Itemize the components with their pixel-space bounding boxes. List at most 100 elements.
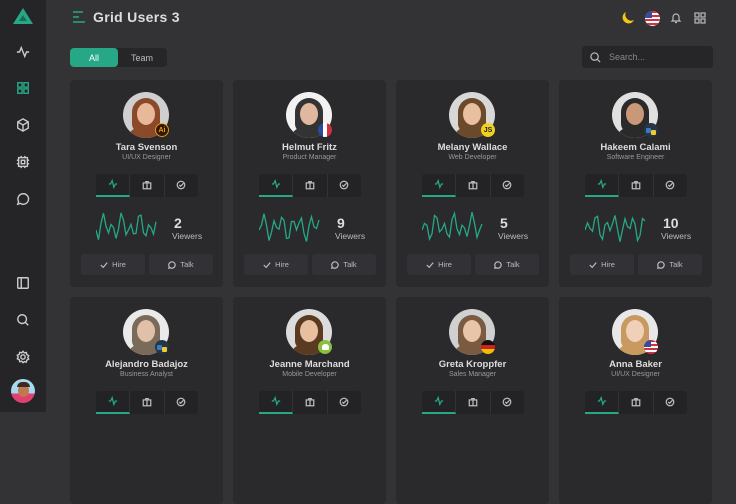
tab-tasks[interactable]: [654, 391, 687, 414]
tab-portfolio[interactable]: [619, 174, 654, 197]
hire-label: Hire: [601, 260, 615, 269]
hire-button[interactable]: Hire: [407, 254, 471, 275]
tab-portfolio[interactable]: [619, 391, 654, 414]
menu-icon[interactable]: [72, 11, 86, 23]
hire-label: Hire: [438, 260, 452, 269]
activity-icon: [597, 393, 607, 411]
viewers-sparkline: [96, 212, 157, 240]
tab-tasks[interactable]: [328, 391, 361, 414]
user-avatar[interactable]: [449, 92, 495, 138]
tab-tasks[interactable]: [165, 391, 198, 414]
activity-icon: [108, 176, 118, 194]
gear-icon[interactable]: [13, 347, 33, 367]
chip-icon[interactable]: [13, 152, 33, 172]
sidebar: [0, 0, 46, 412]
check-circle-icon: [339, 177, 349, 195]
card-tabs: [96, 391, 198, 414]
activity-icon: [597, 176, 607, 194]
filter-all[interactable]: All: [70, 48, 118, 67]
filter-segmented-control: All Team: [70, 48, 167, 67]
viewers-count: 9: [337, 215, 345, 231]
moon-icon[interactable]: [620, 10, 636, 26]
tab-activity[interactable]: [259, 174, 294, 197]
tab-activity[interactable]: [585, 391, 620, 414]
filter-team[interactable]: Team: [130, 52, 153, 63]
user-card: Jeanne Marchand Mobile Developer: [233, 297, 386, 504]
briefcase-icon: [142, 177, 152, 195]
skill-badge-icon: [318, 340, 332, 354]
bell-icon[interactable]: [668, 10, 684, 26]
user-avatar[interactable]: [612, 309, 658, 355]
chat-icon: [168, 260, 177, 269]
sidebar-toggle-icon[interactable]: [13, 273, 33, 293]
viewers-label: Viewers: [172, 231, 203, 241]
hire-button[interactable]: Hire: [81, 254, 145, 275]
tab-activity[interactable]: [96, 391, 131, 414]
activity-icon[interactable]: [13, 42, 33, 62]
activity-icon: [271, 176, 281, 194]
tab-portfolio[interactable]: [130, 174, 165, 197]
skill-badge-icon: [155, 340, 169, 354]
talk-button[interactable]: Talk: [638, 254, 702, 275]
sparkline-path: [259, 213, 320, 242]
search-icon[interactable]: [13, 310, 33, 330]
us-flag-icon[interactable]: [644, 10, 660, 26]
viewers-label: Viewers: [335, 231, 366, 241]
talk-label: Talk: [343, 260, 357, 269]
user-card: Alejandro Badajoz Business Analyst: [70, 297, 223, 504]
card-tabs: [585, 391, 687, 414]
check-circle-icon: [339, 394, 349, 412]
search-input[interactable]: [609, 52, 709, 62]
tab-activity[interactable]: [96, 174, 131, 197]
briefcase-icon: [468, 177, 478, 195]
card-tabs: [259, 391, 361, 414]
talk-button[interactable]: Talk: [475, 254, 539, 275]
tab-portfolio[interactable]: [456, 391, 491, 414]
sparkline-path: [96, 212, 157, 240]
tab-portfolio[interactable]: [456, 174, 491, 197]
briefcase-icon: [631, 177, 641, 195]
logo-icon[interactable]: [12, 7, 34, 25]
tab-tasks[interactable]: [491, 391, 524, 414]
tab-activity[interactable]: [422, 174, 457, 197]
talk-button[interactable]: Talk: [149, 254, 213, 275]
user-card: JS Melany Wallace Web Developer 5 Viewer…: [396, 80, 549, 287]
hire-button[interactable]: Hire: [570, 254, 634, 275]
tab-portfolio[interactable]: [293, 174, 328, 197]
user-name: Greta Kroppfer: [438, 359, 507, 370]
chat-icon: [657, 260, 666, 269]
briefcase-icon: [305, 177, 315, 195]
user-avatar[interactable]: [612, 92, 658, 138]
viewers-label: Viewers: [661, 231, 692, 241]
grid-icon[interactable]: [13, 78, 33, 98]
avatar[interactable]: [11, 379, 35, 403]
viewers-count: 10: [663, 215, 679, 231]
tab-tasks[interactable]: [165, 174, 198, 197]
sparkline-path: [422, 210, 483, 242]
tab-tasks[interactable]: [491, 174, 524, 197]
check-circle-icon: [502, 394, 512, 412]
tab-tasks[interactable]: [654, 174, 687, 197]
cube-icon[interactable]: [13, 115, 33, 135]
activity-icon: [434, 176, 444, 194]
activity-icon: [271, 393, 281, 411]
tab-portfolio[interactable]: [293, 391, 328, 414]
user-name: Tara Svenson: [115, 142, 178, 153]
check-circle-icon: [665, 177, 675, 195]
viewers-sparkline: [259, 213, 320, 242]
hire-button[interactable]: Hire: [244, 254, 308, 275]
skill-badge-icon: [644, 123, 658, 137]
user-role: Software Engineer: [606, 154, 665, 161]
tab-activity[interactable]: [585, 174, 620, 197]
tab-tasks[interactable]: [328, 174, 361, 197]
user-role: UI/UX Designer: [122, 154, 171, 161]
tab-activity[interactable]: [422, 391, 457, 414]
apps-icon[interactable]: [692, 10, 708, 26]
chat-icon[interactable]: [13, 189, 33, 209]
tab-activity[interactable]: [259, 391, 294, 414]
user-name: Alejandro Badajoz: [105, 359, 188, 370]
tab-portfolio[interactable]: [130, 391, 165, 414]
talk-button[interactable]: Talk: [312, 254, 376, 275]
skill-badge-icon: [318, 123, 332, 137]
check-icon: [426, 261, 434, 268]
